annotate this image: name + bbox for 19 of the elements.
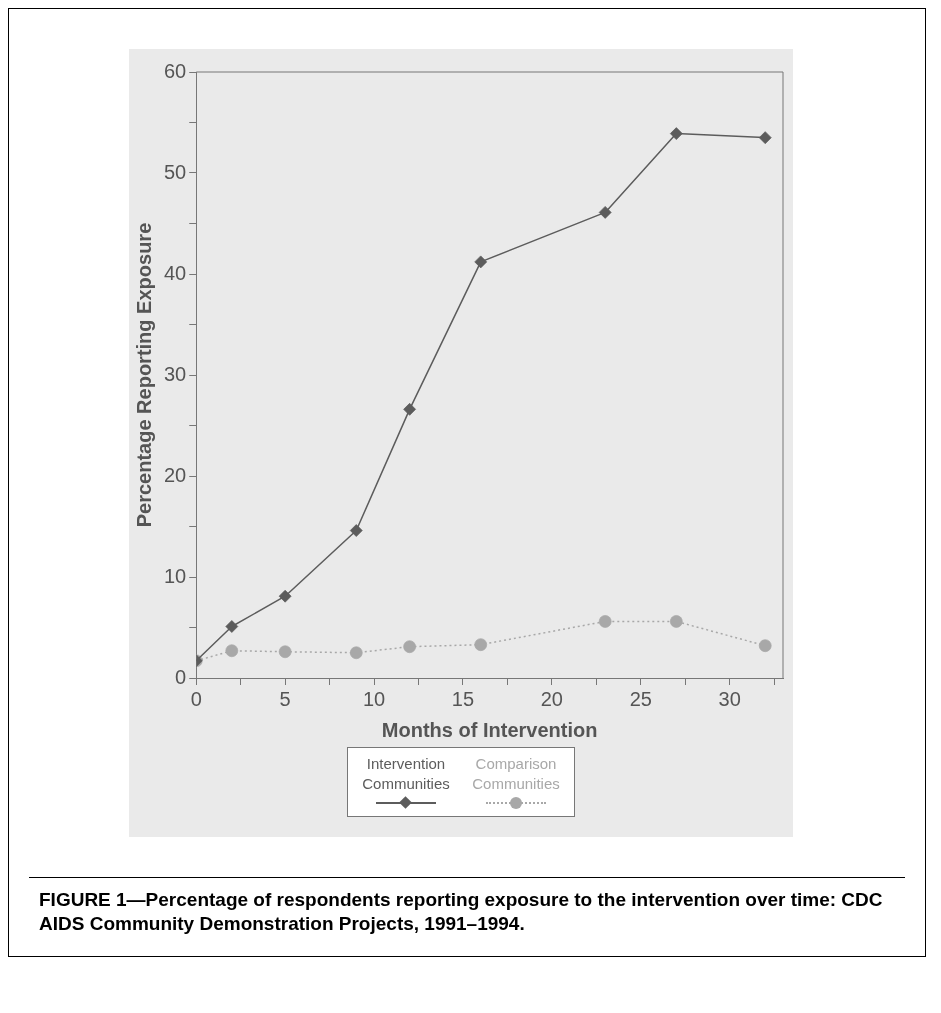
y-tick-label: 50 xyxy=(164,160,187,183)
x-tick-label: 20 xyxy=(540,687,563,710)
x-tick-label: 0 xyxy=(190,687,202,710)
y-tick-label: 20 xyxy=(164,463,187,486)
y-axis-title: Percentage Reporting Exposure xyxy=(132,222,155,528)
x-tick-label: 25 xyxy=(629,687,652,710)
x-tick-label: 15 xyxy=(451,687,475,710)
y-tick-label: 30 xyxy=(164,362,187,385)
y-tick-label: 40 xyxy=(164,261,187,284)
x-tick-label: 5 xyxy=(279,687,291,710)
y-tick-label: 60 xyxy=(164,59,187,82)
text: Comparison Communities xyxy=(471,754,561,794)
x-tick-label: 30 xyxy=(718,687,741,710)
text: Intervention Communities xyxy=(361,754,451,794)
y-tick-label: 10 xyxy=(164,564,187,587)
x-tick-label: 10 xyxy=(362,687,386,710)
text: FIGURE 1—Percentage of respondents reporting exposure to the intervention over time: CDC AIDS Community Demonstration Projects, 1991–1994. xyxy=(39,888,884,936)
x-axis-title: Months of Intervention xyxy=(381,718,598,741)
y-tick-label: 0 xyxy=(175,665,187,688)
